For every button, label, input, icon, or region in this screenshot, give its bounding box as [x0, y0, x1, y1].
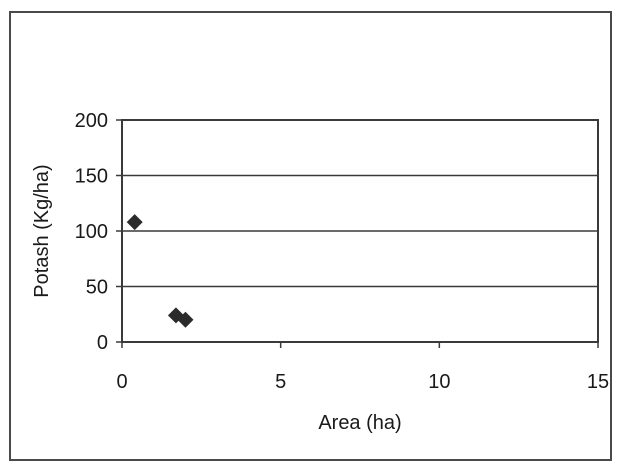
y-tick-label: 100 [75, 221, 108, 243]
data-markers [126, 214, 194, 328]
y-axis-ticks: 200 150 100 50 0 [75, 110, 122, 354]
x-tick-label: 5 [275, 371, 286, 393]
y-tick-label: 0 [97, 332, 108, 354]
y-tick-label: 50 [86, 277, 108, 299]
x-tick-label: 15 [587, 371, 609, 393]
x-axis-ticks: 0 5 10 15 [116, 342, 609, 393]
data-point [177, 311, 194, 328]
x-tick-label: 10 [428, 371, 450, 393]
y-tick-label: 200 [75, 110, 108, 132]
y-tick-label: 150 [75, 166, 108, 188]
data-point [126, 214, 143, 231]
x-tick-label: 0 [116, 371, 127, 393]
x-axis-label: Area (ha) [318, 412, 401, 434]
y-axis-label: Potash (Kg/ha) [31, 164, 53, 297]
